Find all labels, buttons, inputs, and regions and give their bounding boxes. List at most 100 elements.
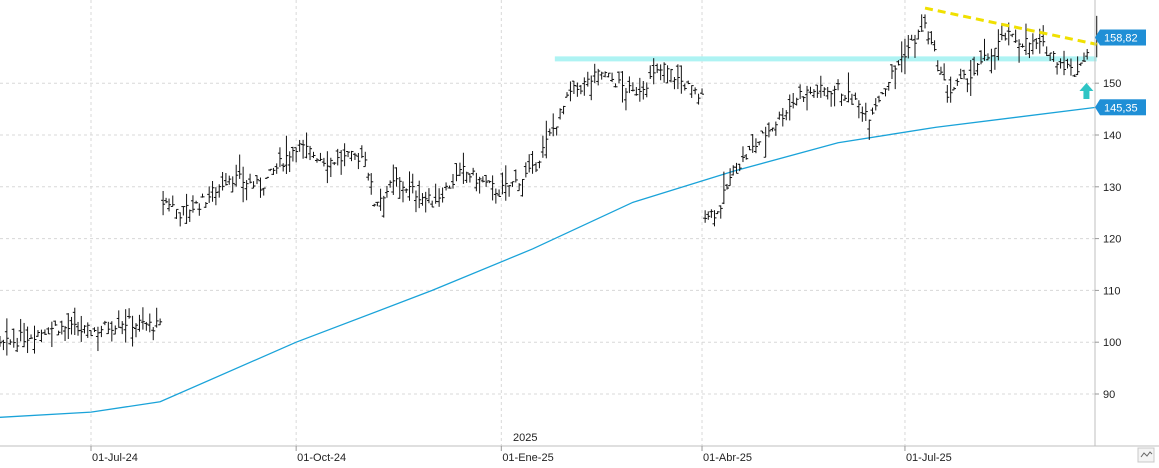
- price-bar: [53, 320, 58, 326]
- price-bar: [281, 163, 286, 172]
- price-bar: [381, 195, 386, 218]
- price-bar: [724, 183, 729, 190]
- price-bar: [682, 83, 687, 91]
- price-bar: [510, 181, 515, 187]
- price-bar: [89, 330, 93, 337]
- price-bar: [842, 95, 847, 101]
- last-price-tag-box: [1100, 29, 1146, 46]
- price-bar: [35, 330, 40, 337]
- price-bar: [474, 172, 479, 192]
- price-bar: [740, 146, 745, 163]
- price-bar: [996, 29, 1001, 61]
- price-bar: [400, 181, 405, 203]
- price-bar: [1048, 52, 1053, 61]
- price-bar: [404, 188, 409, 193]
- price-bar: [144, 321, 149, 331]
- price-bar: [369, 173, 374, 195]
- price-bar: [867, 119, 872, 140]
- price-bar: [349, 150, 354, 162]
- x-tick-label: 01-Jul-24: [92, 452, 138, 464]
- price-bar: [737, 163, 742, 172]
- price-bar: [955, 78, 960, 86]
- price-bar: [339, 150, 344, 175]
- price-bars: [0, 14, 1098, 356]
- price-bar: [938, 66, 943, 75]
- price-bar: [503, 165, 508, 201]
- price-bar: [893, 65, 898, 90]
- price-bar: [985, 53, 990, 61]
- price-bar: [818, 75, 823, 98]
- price-bar: [346, 150, 351, 158]
- price-bar: [513, 169, 518, 183]
- price-bar: [791, 92, 796, 109]
- price-bar: [916, 29, 921, 40]
- price-bar: [1, 339, 6, 351]
- price-bar: [69, 316, 74, 335]
- zoom-icon[interactable]: [1137, 447, 1155, 463]
- price-bar: [873, 98, 878, 111]
- price-bar: [59, 320, 64, 335]
- price-bar: [325, 151, 330, 184]
- price-bar: [290, 146, 295, 162]
- price-bar: [718, 205, 723, 219]
- price-bar: [388, 180, 393, 188]
- price-bar: [578, 85, 583, 95]
- price-bar: [1030, 33, 1035, 55]
- price-bar: [728, 168, 733, 187]
- price-bar: [703, 210, 708, 223]
- x-tick-label: 01-Jul-25: [906, 452, 952, 464]
- price-bar: [935, 60, 940, 72]
- price-bar: [332, 162, 337, 166]
- price-bar: [675, 64, 680, 90]
- price-bar: [321, 157, 326, 167]
- price-bar: [1068, 58, 1073, 76]
- price-bar: [1051, 51, 1056, 62]
- price-bar: [811, 89, 816, 98]
- price-bar: [832, 85, 837, 107]
- price-bar: [154, 307, 159, 328]
- price-bar: [8, 339, 13, 345]
- price-bar: [627, 76, 632, 94]
- price-bar: [1065, 58, 1070, 69]
- grid: [0, 0, 1095, 446]
- price-bar: [277, 147, 282, 168]
- price-bar: [886, 81, 891, 91]
- price-bar: [734, 162, 739, 174]
- price-bar: [181, 206, 186, 216]
- price-bar: [82, 325, 87, 334]
- price-bar: [1003, 32, 1008, 41]
- price-bar: [889, 64, 894, 80]
- y-tick-label: 150: [1103, 78, 1121, 90]
- price-bar: [42, 329, 47, 335]
- price-bar: [592, 63, 597, 84]
- price-bar: [248, 173, 253, 184]
- price-bar: [658, 64, 663, 81]
- price-bar: [207, 186, 212, 203]
- price-bar: [763, 126, 768, 158]
- price-bar: [982, 38, 987, 61]
- y-tick-label: 120: [1103, 234, 1121, 246]
- price-bar: [932, 40, 937, 52]
- price-bar: [794, 97, 799, 106]
- price-bar: [417, 180, 422, 209]
- price-bar: [849, 93, 854, 105]
- price-bar: [190, 195, 195, 213]
- plot-background: [0, 0, 1095, 446]
- price-bar: [304, 132, 309, 159]
- moving-average-layer: [0, 106, 1097, 418]
- price-bar: [721, 171, 726, 205]
- price-bar: [1041, 25, 1046, 47]
- price-bar: [712, 210, 717, 227]
- price-bar: [679, 65, 684, 94]
- price-bar: [784, 110, 789, 121]
- price-bar: [644, 82, 649, 98]
- price-bar: [617, 71, 622, 84]
- price-bar: [134, 323, 139, 338]
- price-bar: [700, 88, 705, 95]
- price-bar: [1023, 23, 1028, 56]
- moving-average-line: [0, 106, 1097, 418]
- price-bar: [620, 71, 625, 103]
- price-bar: [85, 322, 90, 338]
- price-bar: [912, 34, 917, 58]
- price-bar: [311, 151, 316, 159]
